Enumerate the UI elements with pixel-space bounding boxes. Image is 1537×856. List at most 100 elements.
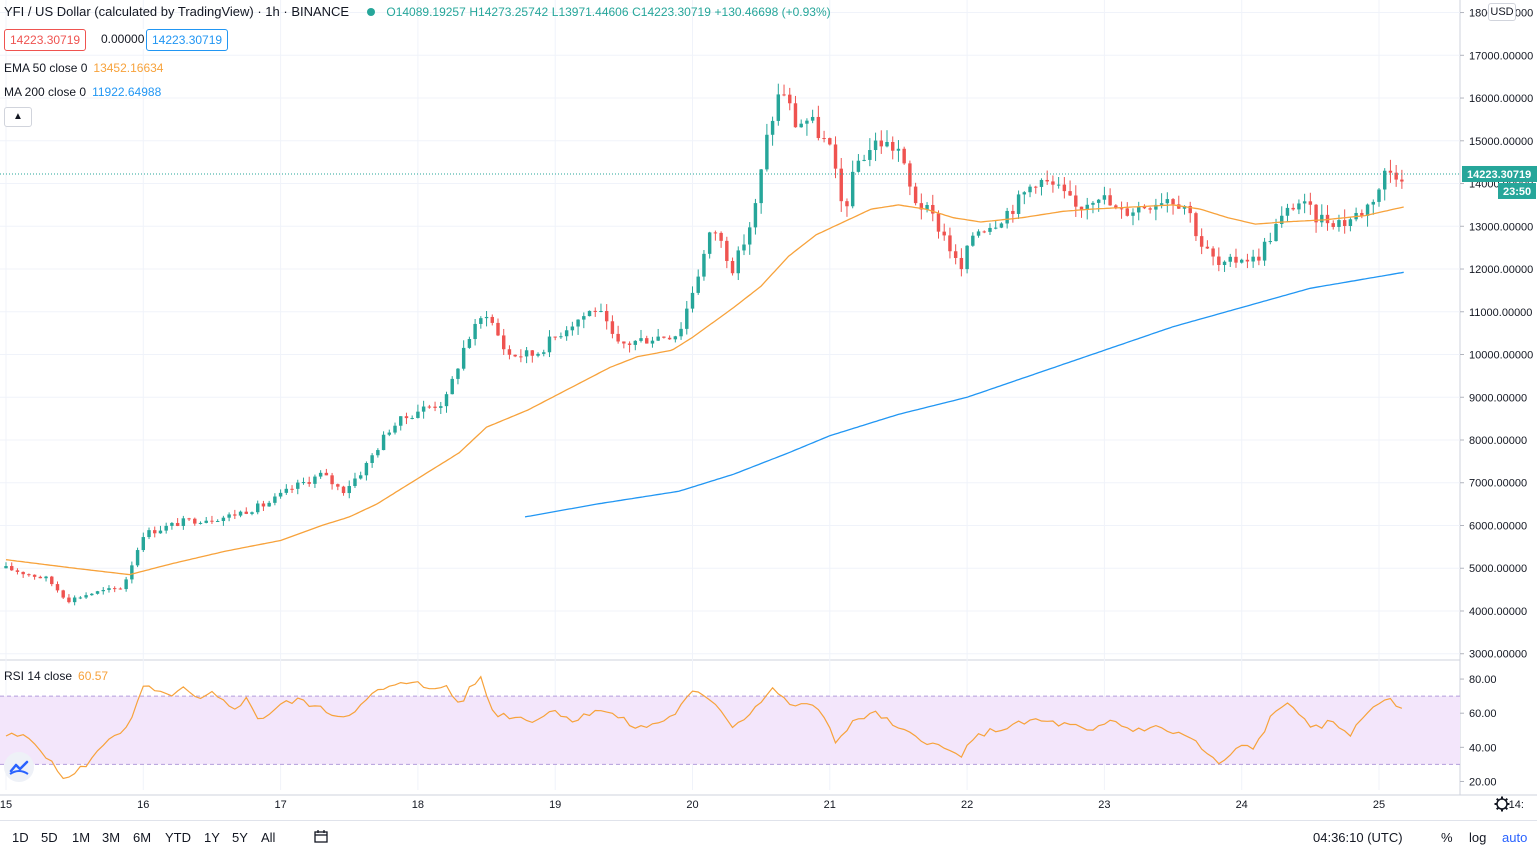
tradingview-logo-icon[interactable] [4,752,34,782]
candle [519,349,523,363]
range-5y-button[interactable]: 5Y [232,830,248,845]
percent-scale-toggle[interactable]: % [1441,830,1453,845]
candle-body [61,590,65,598]
candle [296,479,300,495]
rsi-line [5,675,1403,780]
candle-body [1034,186,1038,188]
candle [1005,207,1009,229]
candle-body [1056,184,1061,186]
candle-body [913,186,918,204]
candle-body [1268,241,1273,243]
candle-body [919,203,924,210]
candle [685,300,689,335]
price-tick-label: 3000.00000 [1469,649,1527,661]
candle [1314,203,1318,233]
candle-body [1131,212,1135,216]
rsi-tick-label: 40.00 [1469,742,1497,754]
candle [1302,193,1307,214]
rsi-legend[interactable]: RSI 14 close 60.57 [4,669,108,683]
candle-body [953,251,958,258]
candle [576,319,580,335]
candle [1388,159,1393,183]
log-scale-toggle[interactable]: log [1469,830,1487,845]
ma-legend[interactable]: MA 200 close 0 11922.64988 [4,85,161,99]
candle [891,136,895,160]
candle [244,507,248,515]
candle [1045,170,1049,185]
candle-body [4,566,8,569]
candle-body [730,260,735,274]
candle [4,562,8,569]
candle-body [1045,179,1049,182]
range-1d-button[interactable]: 1D [12,830,29,845]
time-tick-label: 14: [1509,799,1524,811]
candle-body [393,425,397,433]
candle [936,210,941,239]
candle [736,246,740,281]
candle-body [330,475,334,485]
candle [873,132,878,162]
candle [256,500,260,515]
currency-label[interactable]: USD [1488,3,1516,21]
candle-body [358,475,363,479]
candle-body [765,134,769,170]
range-6m-button[interactable]: 6M [133,830,152,845]
candle-body [576,319,580,327]
candle [90,593,94,596]
candle-body [736,250,740,274]
candle-body [353,478,357,487]
candle-body [227,514,231,518]
candle-body [181,518,186,526]
candle [1371,199,1375,215]
sell-price-box[interactable]: 14223.30719 [4,29,87,51]
settings-gear-icon[interactable] [1494,796,1510,812]
candle-body [936,213,941,232]
current-price-label: 14223.30719 [1467,169,1531,181]
buy-price-box[interactable]: 14223.30719 [146,29,229,51]
candle-body [1137,206,1141,213]
range-1y-button[interactable]: 1Y [204,830,220,845]
price-chart[interactable]: 18000.0000017000.0000016000.0000015000.0… [0,0,1537,820]
candle-body [1342,220,1347,226]
candle [1342,209,1347,234]
auto-scale-toggle[interactable]: auto [1502,830,1528,845]
candle [1165,192,1170,213]
candle-body [547,336,552,353]
clock-time[interactable]: 04:36:10 (UTC) [1313,830,1403,845]
candle [1239,258,1244,264]
candle [1394,164,1398,187]
candle [187,517,191,521]
candle-body [27,574,31,576]
range-all-button[interactable]: All [261,830,276,845]
candle [461,340,466,371]
candle [1262,237,1267,266]
candle [147,527,151,540]
candle [221,515,226,526]
ema-legend[interactable]: EMA 50 close 0 13452.16634 [4,61,163,75]
candle-body [999,223,1004,228]
candle-body [1096,199,1101,203]
range-5d-button[interactable]: 5D [41,830,58,845]
candle [1354,207,1358,222]
collapse-legend-button[interactable]: ▲ [4,107,32,127]
candle [1177,195,1181,209]
candle-body [90,593,94,596]
candle-body [633,340,638,345]
candle-body [1228,256,1232,262]
candle [582,312,586,329]
candle [267,500,271,507]
range-ytd-button[interactable]: YTD [165,830,191,845]
range-1m-button[interactable]: 1M [72,830,91,845]
rsi-band-fill [0,696,1460,765]
candle-body [21,571,25,575]
candle [101,587,105,595]
symbol-title: YFI / US Dollar (calculated by TradingVi… [4,4,350,19]
candle-body [885,141,889,147]
range-3m-button[interactable]: 3M [102,830,121,845]
goto-date-icon[interactable] [312,828,330,849]
candle [1154,198,1158,221]
candle [118,587,123,590]
candle [547,330,552,358]
candle-body [15,570,20,572]
candle [1337,214,1341,232]
